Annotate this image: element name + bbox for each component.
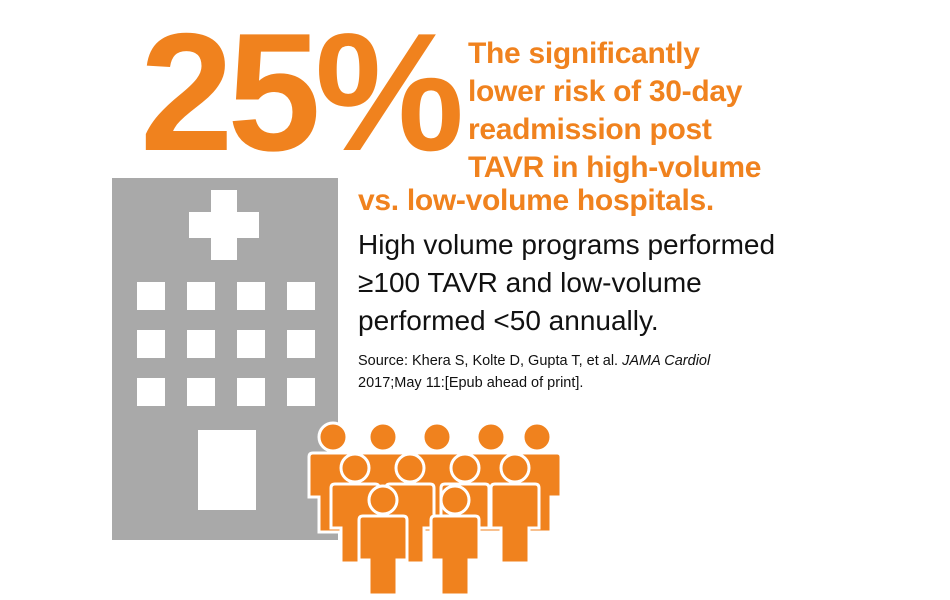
source-details: 2017;May 11:[Epub ahead of print]. xyxy=(358,375,584,391)
window xyxy=(287,282,315,310)
window xyxy=(237,282,265,310)
window xyxy=(187,378,215,406)
window xyxy=(137,282,165,310)
window xyxy=(237,378,265,406)
headline-line: lower risk of 30-day xyxy=(468,75,743,108)
headline-line: TAVR in high-volume xyxy=(468,151,762,184)
source-prefix: Source: Khera S, Kolte D, Gupta T, et al… xyxy=(358,353,619,369)
window xyxy=(287,378,315,406)
detail-line: High volume programs performed xyxy=(358,229,776,260)
headline-line: vs. low-volume hospitals. xyxy=(358,184,714,217)
headline-line: readmission post xyxy=(468,113,712,146)
window xyxy=(287,330,315,358)
source-journal: JAMA Cardiol xyxy=(622,353,711,369)
detail-line: performed <50 annually. xyxy=(358,305,659,336)
crowd-of-people-icon xyxy=(307,421,563,597)
source-citation: Source: Khera S, Kolte D, Gupta T, et al… xyxy=(358,350,710,394)
headline-stat: 25% xyxy=(140,0,464,186)
headline-line: The significantly xyxy=(468,37,700,70)
hospital-building-icon xyxy=(112,178,338,540)
detail-text: High volume programs performed ≥100 TAVR… xyxy=(358,226,775,340)
window xyxy=(187,330,215,358)
headline-text: The significantly lower risk of 30-day r… xyxy=(468,35,761,187)
detail-line: ≥100 TAVR and low-volume xyxy=(358,267,702,298)
door xyxy=(198,430,256,510)
medical-cross-icon xyxy=(189,190,259,260)
window xyxy=(137,330,165,358)
window xyxy=(137,378,165,406)
window xyxy=(187,282,215,310)
window xyxy=(237,330,265,358)
